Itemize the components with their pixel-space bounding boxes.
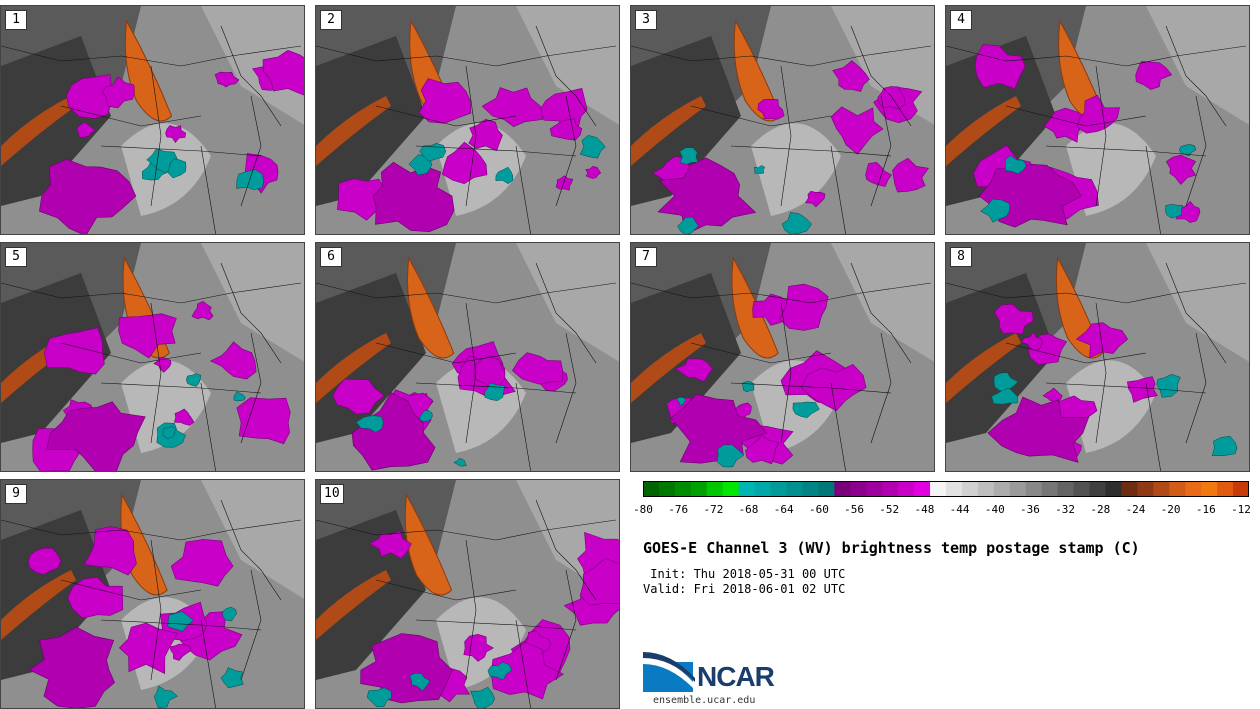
postage-stamp-panel: 4 [945, 5, 1250, 235]
postage-stamp-panel: 8 [945, 242, 1250, 472]
panel-number-label: 5 [5, 247, 27, 267]
panel-number-label: 9 [5, 484, 27, 504]
colorbar-segment [993, 481, 1011, 497]
colorbar-segment [961, 481, 979, 497]
init-time: Init: Thu 2018-05-31 00 UTC [643, 567, 846, 581]
colorbar-tick-label: -80 [633, 503, 653, 516]
colorbar-tick-label: -56 [844, 503, 865, 516]
colorbar-segment [946, 481, 963, 497]
postage-stamp-panel: 10 [315, 479, 620, 709]
colorbar-tick-label: -20 [1160, 503, 1181, 516]
colorbar-segment [1201, 481, 1218, 497]
colorbar-tick-label: -60 [808, 503, 829, 516]
panel-number-label: 4 [950, 10, 972, 30]
ncar-logo-text: NCAR [697, 661, 775, 692]
colorbar-segment [914, 481, 931, 497]
water-vapor-map [316, 6, 619, 234]
colorbar-segment [1089, 481, 1106, 497]
postage-stamp-panel: 3 [630, 5, 935, 235]
colorbar-tick-label: -44 [949, 503, 970, 516]
colorbar-segment [1185, 481, 1202, 497]
water-vapor-map [316, 243, 619, 471]
colorbar-tick-label: -32 [1055, 503, 1076, 516]
colorbar-segment [818, 481, 835, 497]
water-vapor-map [631, 243, 934, 471]
colorbar-segment [930, 481, 947, 497]
postage-stamp-panel: 6 [315, 242, 620, 472]
colorbar-segment [850, 481, 867, 497]
water-vapor-map [1, 480, 304, 708]
water-vapor-map [946, 243, 1249, 471]
colorbar-tick-label: -64 [773, 503, 794, 516]
colorbar-segment [1153, 481, 1170, 497]
colorbar-tick-label: -48 [914, 503, 935, 516]
colorbar-segment [690, 481, 708, 497]
colorbar-segment [1217, 481, 1234, 497]
chart-title: GOES-E Channel 3 (WV) brightness temp po… [643, 539, 1140, 557]
colorbar-tick-label: -28 [1090, 503, 1111, 516]
panel-number-label: 10 [320, 484, 344, 504]
colorbar-segment [770, 481, 788, 497]
panel-number-label: 7 [635, 247, 657, 267]
colorbar-segment [1121, 481, 1138, 497]
water-vapor-map [316, 480, 619, 708]
colorbar-segment [882, 481, 899, 497]
colorbar-tick-label: -40 [984, 503, 1005, 516]
colorbar-segment [977, 481, 995, 497]
water-vapor-map [631, 6, 934, 234]
colorbar-tick-label: -52 [879, 503, 900, 516]
water-vapor-map [1, 243, 304, 471]
colorbar-segment [1137, 481, 1154, 497]
colorbar-segment [866, 481, 883, 497]
colorbar-segment [1057, 481, 1075, 497]
water-vapor-map [1, 6, 304, 234]
colorbar-segment [754, 481, 772, 497]
colorbar-segment [1041, 481, 1059, 497]
colorbar-segment [722, 481, 740, 497]
colorbar-segment [1169, 481, 1186, 497]
colorbar-segment [706, 481, 724, 497]
colorbar-segment [786, 481, 803, 497]
colorbar-tick-label: -72 [703, 503, 724, 516]
colorbar [643, 481, 1249, 497]
postage-stamp-panel: 2 [315, 5, 620, 235]
panel-number-label: 3 [635, 10, 657, 30]
water-vapor-map [946, 6, 1249, 234]
colorbar-segment [834, 481, 851, 497]
logo-url: ensemble.ucar.edu [653, 695, 756, 706]
colorbar-segment [898, 481, 915, 497]
colorbar-segment [1009, 481, 1027, 497]
ncar-logo-icon [643, 652, 695, 692]
colorbar-segment [738, 481, 756, 497]
colorbar-tick-label: -68 [738, 503, 759, 516]
colorbar-tick-label: -76 [668, 503, 689, 516]
postage-stamp-panel: 1 [0, 5, 305, 235]
colorbar-tick-label: -16 [1195, 503, 1216, 516]
postage-stamp-panel: 5 [0, 242, 305, 472]
colorbar-segment [643, 481, 660, 497]
panel-number-label: 1 [5, 10, 27, 30]
colorbar-segment [1105, 481, 1122, 497]
colorbar-tick-label: -36 [1019, 503, 1040, 516]
postage-stamp-panel: 7 [630, 242, 935, 472]
panel-number-label: 6 [320, 247, 342, 267]
colorbar-segment [802, 481, 819, 497]
colorbar-segment [674, 481, 692, 497]
colorbar-tick-label: -24 [1125, 503, 1146, 516]
colorbar-segment [1073, 481, 1091, 497]
colorbar-segment [1233, 481, 1249, 497]
panel-number-label: 2 [320, 10, 342, 30]
panel-number-label: 8 [950, 247, 972, 267]
colorbar-tick-labels: -80 -76 -72 -68 -64 -60 -56 -52 -48 -44 -40 -36 -32 -… [633, 503, 1251, 519]
colorbar-tick-label: -12 [1231, 503, 1251, 516]
valid-time: Valid: Fri 2018-06-01 02 UTC [643, 582, 846, 596]
colorbar-segment [1025, 481, 1043, 497]
postage-stamp-panel: 9 [0, 479, 305, 709]
colorbar-segment [658, 481, 676, 497]
